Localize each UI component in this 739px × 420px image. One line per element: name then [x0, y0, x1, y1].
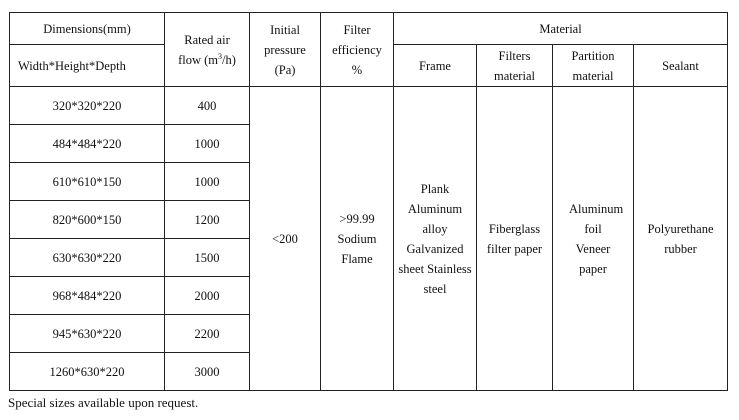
header-material: Material [392, 12, 729, 45]
header-rated-air-flow-sup: 3 [218, 51, 223, 61]
header-frame: Frame [393, 44, 477, 87]
header-rated-air-flow-end: /h) [222, 52, 236, 67]
filter-efficiency-cell: >99.99 Sodium Flame [320, 86, 394, 391]
header-filters-material: Filters material [476, 44, 553, 87]
dimensions-cell: 820*600*150 [9, 200, 165, 239]
header-dimensions-sub: Width*Height*Depth [9, 44, 165, 87]
dimensions-cell: 320*320*220 [9, 86, 165, 125]
dimensions-cell: 968*484*220 [9, 276, 165, 315]
dimensions-cell: 630*630*220 [9, 238, 165, 277]
footnote: Special sizes available upon request. [8, 395, 199, 410]
filters-material-cell: Fiberglass filter paper [476, 86, 553, 391]
air-flow-cell: 2000 [164, 276, 250, 315]
air-flow-cell: 1000 [164, 162, 250, 201]
air-flow-cell: 1500 [164, 238, 250, 277]
table-row: 320*320*220 400 <200 >99.99 Sodium Flame… [9, 86, 729, 391]
dimensions-cell: 945*630*220 [9, 314, 165, 353]
header-partition-material: Partition material [552, 44, 634, 87]
header-filter-efficiency: Filter efficiency % [320, 12, 394, 87]
dimensions-cell: 484*484*220 [9, 124, 165, 163]
specifications-table: Dimensions(mm) Rated air flow (m3/h) Ini… [9, 12, 729, 391]
header-dimensions: Dimensions(mm) [9, 12, 165, 45]
frame-cell: Plank Aluminum alloy Galvanized sheet St… [393, 86, 477, 391]
partition-material-cell: Aluminum foil Veneer paper [552, 86, 634, 391]
table-row: 630*630*220 1500 [9, 238, 728, 277]
air-flow-cell: 1000 [164, 124, 250, 163]
header-sealant: Sealant [632, 44, 729, 87]
air-flow-cell: 2200 [164, 314, 250, 353]
header-rated-air-flow: Rated air flow (m3/h) [164, 12, 250, 87]
air-flow-cell: 3000 [164, 352, 250, 391]
table-row: 1260*630*220 3000 [9, 352, 728, 391]
table-row: 968*484*220 2000 [9, 276, 728, 315]
air-flow-cell: 400 [164, 86, 250, 125]
air-flow-cell: 1200 [164, 200, 250, 239]
dimensions-cell: 1260*630*220 [9, 352, 165, 391]
sealant-cell: Polyurethane rubber [632, 86, 729, 391]
dimensions-cell: 610*610*150 [9, 162, 165, 201]
table-row: 484*484*220 1000 [9, 124, 728, 163]
table-row: 820*600*150 1200 [9, 200, 728, 239]
table-row: 945*630*220 2200 [9, 314, 728, 353]
header-initial-pressure: Initial pressure (Pa) [249, 12, 321, 87]
header-rated-air-flow-text: Rated air flow (m [178, 32, 230, 67]
initial-pressure-cell: <200 [249, 86, 321, 391]
